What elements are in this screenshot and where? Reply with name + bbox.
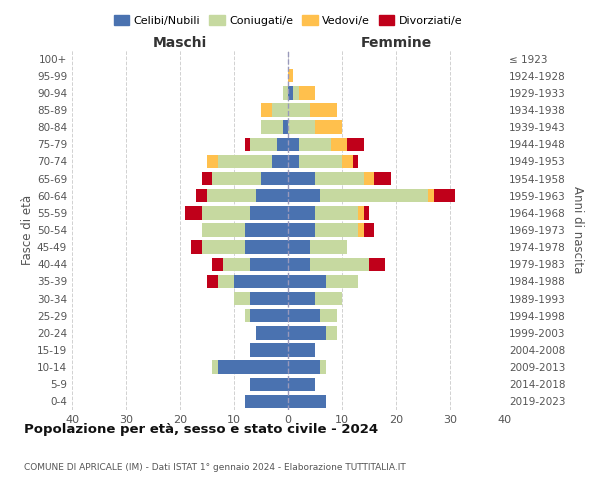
Bar [293,86,299,100]
Bar [283,120,288,134]
Text: COMUNE DI APRICALE (IM) - Dati ISTAT 1° gennaio 2024 - Elaborazione TUTTITALIA.I: COMUNE DI APRICALE (IM) - Dati ISTAT 1° … [24,462,406,471]
Bar [358,206,364,220]
Bar [358,224,364,236]
Bar [347,138,364,151]
Bar [250,292,288,306]
Bar [234,274,288,288]
Bar [288,154,299,168]
Bar [250,206,288,220]
Bar [234,292,250,306]
Text: Femmine: Femmine [361,36,431,50]
Bar [364,206,369,220]
Bar [288,120,315,134]
Text: Popolazione per età, sesso e stato civile - 2024: Popolazione per età, sesso e stato civil… [24,422,378,436]
Bar [364,224,374,236]
Bar [288,378,315,391]
Bar [315,120,342,134]
Bar [310,258,369,271]
Bar [331,138,347,151]
Bar [277,138,288,151]
Bar [315,172,364,186]
Bar [245,394,288,408]
Bar [223,258,250,271]
Bar [288,224,315,236]
Bar [288,69,293,82]
Bar [288,86,293,100]
Bar [250,378,288,391]
Bar [299,154,342,168]
Bar [261,104,272,117]
Text: Maschi: Maschi [153,36,207,50]
Bar [299,138,331,151]
Bar [207,154,218,168]
Bar [288,360,320,374]
Bar [261,172,288,186]
Y-axis label: Fasce di età: Fasce di età [21,195,34,265]
Bar [250,258,288,271]
Bar [207,189,256,202]
Bar [315,292,342,306]
Bar [245,138,250,151]
Bar [326,326,337,340]
Bar [288,344,315,356]
Bar [288,326,326,340]
Bar [218,154,272,168]
Bar [256,189,288,202]
Bar [288,309,320,322]
Bar [256,326,288,340]
Bar [434,189,455,202]
Bar [364,172,374,186]
Bar [315,224,358,236]
Bar [326,274,358,288]
Bar [196,189,207,202]
Bar [212,172,261,186]
Bar [207,274,218,288]
Bar [185,206,202,220]
Bar [320,189,428,202]
Bar [288,274,326,288]
Bar [288,189,320,202]
Bar [250,309,288,322]
Bar [283,86,288,100]
Bar [353,154,358,168]
Bar [202,224,245,236]
Bar [218,360,288,374]
Bar [428,189,434,202]
Bar [299,86,315,100]
Bar [272,104,288,117]
Bar [288,206,315,220]
Bar [250,344,288,356]
Bar [310,104,337,117]
Bar [369,258,385,271]
Bar [202,206,250,220]
Bar [320,360,326,374]
Bar [245,309,250,322]
Bar [202,172,212,186]
Bar [288,240,310,254]
Bar [245,224,288,236]
Bar [374,172,391,186]
Bar [245,240,288,254]
Bar [212,258,223,271]
Bar [272,154,288,168]
Bar [288,138,299,151]
Bar [250,138,277,151]
Bar [218,274,234,288]
Y-axis label: Anni di nascita: Anni di nascita [571,186,584,274]
Bar [288,292,315,306]
Bar [288,258,310,271]
Bar [320,309,337,322]
Bar [212,360,218,374]
Bar [288,172,315,186]
Legend: Celibi/Nubili, Coniugati/e, Vedovi/e, Divorziati/e: Celibi/Nubili, Coniugati/e, Vedovi/e, Di… [109,10,467,30]
Bar [261,120,283,134]
Bar [315,206,358,220]
Bar [342,154,353,168]
Bar [191,240,202,254]
Bar [202,240,245,254]
Bar [288,394,326,408]
Bar [310,240,347,254]
Bar [288,104,310,117]
